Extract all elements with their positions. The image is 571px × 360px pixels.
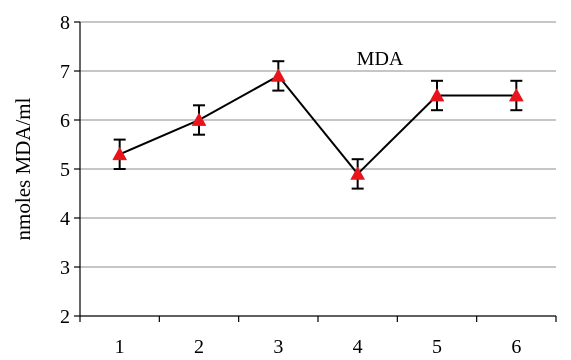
data-point-marker: [429, 87, 445, 102]
data-point-marker: [350, 166, 366, 180]
x-tick-label: 6: [511, 336, 521, 358]
chart-title: MDA: [357, 48, 404, 70]
y-axis-title: nmoles MDA/ml: [11, 97, 35, 240]
data-point-marker: [191, 112, 207, 126]
y-tick-label: 3: [60, 257, 70, 279]
gridlines: [80, 21, 556, 268]
x-tick-label: 5: [432, 336, 442, 358]
data-point-marker: [270, 68, 286, 82]
x-tick-label: 3: [273, 336, 283, 358]
y-axis-ticks: 2 3 4 5 6 7 8: [60, 12, 80, 328]
x-tick-label: 1: [115, 336, 125, 358]
data-point-marker: [112, 146, 128, 161]
x-tick-label: 2: [194, 336, 204, 358]
plot-area: [112, 60, 524, 190]
x-axis-ticks: 1 2 3 4 5 6: [79, 316, 557, 358]
y-tick-label: 5: [60, 159, 70, 181]
y-tick-label: 4: [60, 208, 70, 230]
data-point-marker: [508, 87, 524, 102]
y-tick-label: 8: [60, 12, 70, 34]
y-tick-label: 7: [60, 61, 70, 83]
series-line: [119, 74, 517, 176]
y-tick-label: 2: [60, 306, 70, 328]
x-tick-label: 4: [353, 336, 363, 358]
y-tick-label: 6: [60, 110, 70, 132]
